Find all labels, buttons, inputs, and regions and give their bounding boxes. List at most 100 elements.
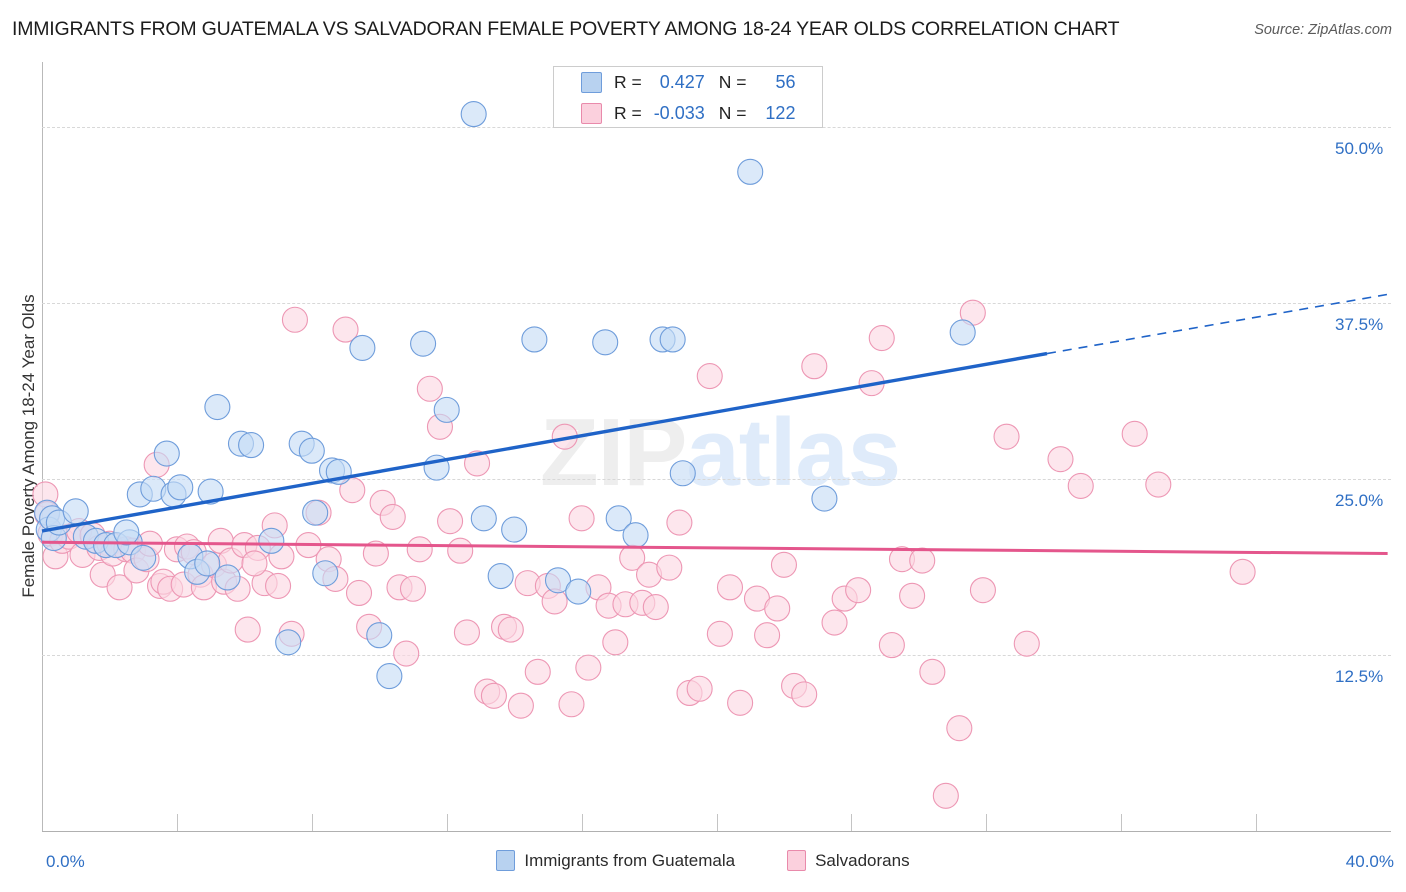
y-tick-label-3: 50.0%: [1335, 138, 1384, 158]
trendline-guatemala-extension: [1046, 293, 1388, 355]
data-point: [362, 540, 389, 567]
y-tick-label-1: 25.0%: [1335, 490, 1384, 510]
data-point: [605, 505, 632, 532]
data-point: [1145, 471, 1172, 498]
data-point: [197, 478, 224, 505]
correlation-stats-box: R = 0.427 N = 56 R = -0.033 N = 122: [553, 66, 823, 128]
legend-swatch-blue-icon: [496, 850, 516, 871]
data-point: [791, 681, 818, 708]
legend-item-salvadorans[interactable]: Salvadorans: [787, 850, 910, 871]
data-point: [265, 572, 292, 599]
data-point: [868, 324, 895, 352]
data-point: [406, 536, 433, 563]
data-point: [507, 692, 534, 719]
x-axis-min-label: 0.0%: [46, 852, 85, 871]
data-point: [487, 563, 514, 590]
gridline-125: [42, 654, 1391, 656]
data-point: [575, 654, 602, 681]
r-value-blue: 0.427: [659, 72, 705, 92]
y-tick-label-2: 37.5%: [1335, 314, 1384, 334]
data-point: [1013, 630, 1040, 657]
data-point: [811, 485, 838, 512]
source-label: Source: ZipAtlas.com: [1254, 22, 1392, 38]
data-point: [62, 498, 89, 525]
data-point: [899, 582, 926, 609]
x-tick-1: [176, 814, 178, 831]
data-point: [919, 658, 946, 685]
x-axis-max-label: 40.0%: [1345, 852, 1394, 871]
data-point: [946, 715, 973, 742]
x-tick-2: [311, 814, 313, 831]
n-label-blue: N =: [718, 72, 747, 92]
data-point: [302, 499, 329, 526]
legend-item-guatemala[interactable]: Immigrants from Guatemala: [496, 850, 735, 871]
data-point: [275, 629, 302, 656]
data-point: [410, 330, 437, 357]
data-point: [298, 437, 325, 464]
legend-label-salvadorans: Salvadorans: [815, 850, 910, 870]
y-axis-line: [42, 62, 43, 832]
n-value-blue: 56: [775, 72, 796, 92]
data-point: [453, 619, 480, 646]
data-point: [376, 663, 403, 690]
data-point: [1067, 472, 1094, 499]
x-tick-3: [446, 814, 448, 831]
data-point: [770, 551, 798, 578]
data-point: [480, 682, 507, 709]
data-point: [727, 689, 754, 716]
n-label-pink: N =: [718, 103, 747, 123]
data-point: [764, 595, 791, 622]
data-point: [524, 658, 551, 685]
data-point: [666, 509, 693, 536]
stats-row-guatemala: R = 0.427 N = 56: [554, 67, 822, 98]
data-point: [1047, 446, 1074, 473]
data-point: [565, 578, 592, 605]
data-point: [845, 577, 872, 604]
data-point: [602, 629, 629, 656]
page-title: IMMIGRANTS FROM GUATEMALA VS SALVADORAN …: [12, 18, 1120, 40]
x-tick-7: [986, 814, 988, 831]
x-tick-4: [581, 814, 583, 831]
guatemala-points: [34, 101, 976, 690]
data-point: [878, 632, 905, 659]
data-point: [949, 319, 976, 346]
data-point: [1121, 420, 1148, 447]
data-point: [470, 505, 497, 532]
n-value-pink: 122: [765, 103, 796, 123]
data-point: [463, 450, 491, 477]
x-axis-line: [42, 831, 1391, 832]
data-point: [969, 577, 996, 604]
data-point: [194, 550, 221, 577]
data-point: [345, 579, 373, 607]
x-tick-8: [1121, 814, 1123, 831]
data-point: [238, 432, 265, 459]
data-point: [258, 527, 285, 554]
data-point: [241, 550, 268, 577]
data-point: [544, 567, 572, 594]
trendlines-group: [41, 293, 1388, 556]
data-point: [366, 622, 393, 649]
series-legend: Immigrants from Guatemala Salvadorans: [0, 850, 1406, 871]
gridline-250: [42, 478, 1391, 480]
data-point: [167, 474, 194, 501]
data-point: [281, 306, 308, 333]
x-tick-9: [1256, 814, 1258, 831]
data-point: [993, 423, 1020, 450]
data-point: [669, 460, 696, 487]
data-point: [501, 516, 528, 543]
data-point: [447, 537, 474, 564]
data-point: [497, 616, 524, 643]
gridline-375: [42, 302, 1391, 304]
trendline-salvadorans: [41, 540, 1388, 556]
data-point: [642, 594, 669, 621]
stats-row-salvadorans: R = -0.033 N = 122: [554, 98, 822, 129]
swatch-blue-icon: [581, 72, 602, 93]
data-point: [737, 158, 764, 185]
data-point: [106, 574, 133, 601]
data-point: [592, 329, 619, 356]
data-point: [656, 554, 683, 581]
data-point: [696, 363, 723, 390]
x-tick-5: [716, 814, 718, 831]
data-point: [686, 675, 713, 702]
data-point: [716, 574, 744, 601]
